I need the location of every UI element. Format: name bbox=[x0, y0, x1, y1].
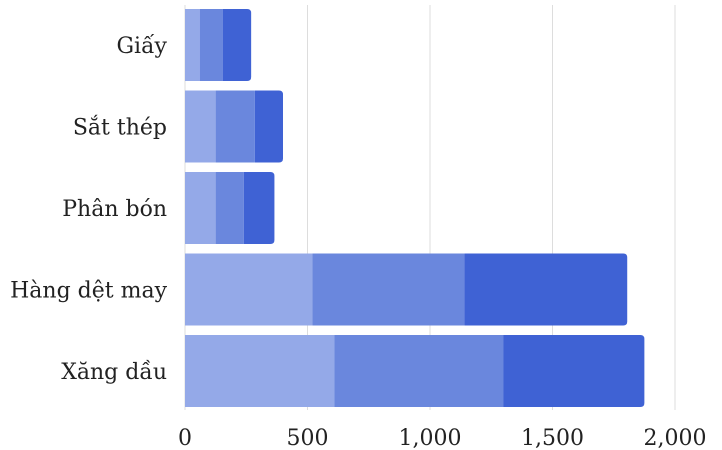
x-tick-label: 500 bbox=[287, 426, 329, 450]
category-label: Phân bón bbox=[62, 197, 167, 222]
bar-segment bbox=[503, 335, 645, 407]
bar-segment bbox=[199, 9, 223, 81]
bar-area bbox=[185, 9, 645, 407]
category-label: Xăng dầu bbox=[61, 359, 167, 385]
category-label: Sắt thép bbox=[73, 115, 167, 141]
bar-segment bbox=[312, 253, 465, 326]
category-label: Giấy bbox=[116, 33, 167, 59]
bar-segment bbox=[222, 9, 252, 81]
bar-segment bbox=[464, 253, 628, 326]
bar-segment bbox=[215, 90, 255, 163]
bar-segment bbox=[334, 335, 504, 407]
x-tick-label: 0 bbox=[178, 426, 192, 450]
bar-segment bbox=[185, 9, 200, 81]
bar-segment bbox=[243, 172, 275, 244]
bar-segment bbox=[215, 172, 244, 244]
category-label: Hàng dệt may bbox=[10, 279, 167, 304]
bar-segment bbox=[185, 253, 313, 326]
x-tick-label: 1,000 bbox=[399, 426, 462, 450]
category-labels: Giấy Sắt thép Phân bón Hàng dệt may Xăng dầu bbox=[10, 33, 167, 385]
x-tick-label: 1,500 bbox=[521, 426, 584, 450]
bar-segment bbox=[185, 90, 216, 163]
bar-segment bbox=[185, 335, 335, 407]
x-axis-tick-labels: 0 500 1,000 1,500 2,000 bbox=[178, 426, 706, 450]
bar-segment bbox=[254, 90, 283, 163]
x-tick-label: 2,000 bbox=[644, 426, 707, 450]
bar-segment bbox=[185, 172, 216, 244]
